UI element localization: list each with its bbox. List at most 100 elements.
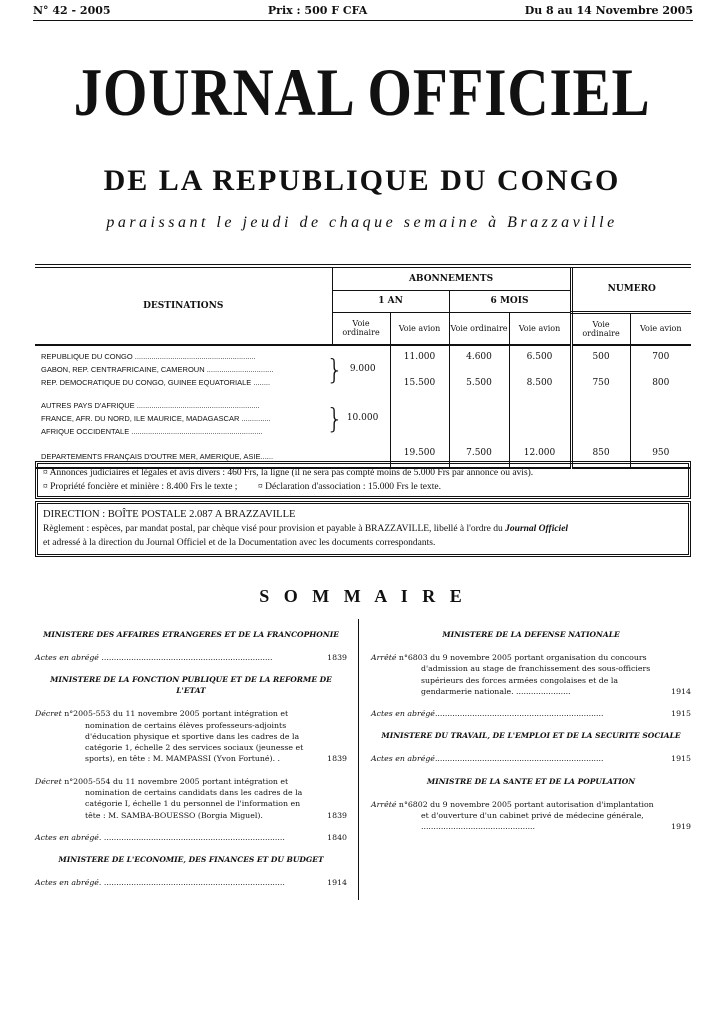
entry-type: Actes en abrégé. [35,832,102,842]
rate-value: 10.000 [346,413,379,423]
issue-header: N° 42 - 2005 Prix : 500 F CFA Du 8 au 14… [33,4,693,21]
lower-section: ¤ Annonces judiciaires et légales et avi… [35,461,691,900]
entry-page: 1840 [327,832,347,842]
destination-line: REPUBLIQUE DU CONGO ....................… [41,352,256,361]
declaration-rate: ¤ Déclaration d'association : 15.000 Frs… [258,482,441,492]
entry-page: 1839 [327,810,347,820]
destination-line: DEPARTEMENTS FRANÇAIS D'OUTRE MER, AMERI… [41,452,274,461]
rate-cell: 4.600 5.500 7.500 [448,345,509,468]
entry-type: Actes en abrégé. [35,878,102,888]
sommaire-heading: S O M M A I R E [259,586,467,606]
entry-page: 1914 [327,878,347,888]
entry-type: Décret [35,776,62,786]
journal-subtitle: DE LA REPUBLIQUE DU CONGO [103,164,621,197]
rate-cell: 700 800 950 [629,345,692,468]
entry-text: Arrêté n°6802 du 9 novembre 2005 portant… [371,799,661,833]
entry-page: 1839 [327,653,347,662]
entry-page: 1915 [671,754,691,764]
sommaire-entry[interactable]: Actes en abrégé ........................… [35,652,347,663]
entry-text: Actes en abrégé. .......................… [35,877,317,888]
entry-text: Décret n°2005-554 du 11 novembre 2005 po… [35,776,317,821]
ministry-heading: MINISTERE DE LA FONCTION PUBLIQUE ET DE … [50,675,332,696]
sommaire-entry[interactable]: Actes en abrégé. .......................… [35,877,347,888]
sommaire-columns: MINISTERE DES AFFAIRES ETRANGERES ET DE … [35,619,691,900]
sommaire-entry[interactable]: Actes en abrégé.........................… [371,708,691,719]
entry-type: Arrêté [371,653,397,662]
sommaire-right-column: MINISTERE DE LA DEFENSE NATIONALE Arrêté … [358,619,691,900]
annonces-rate: ¤ Annonces judiciaires et légales et avi… [43,468,534,478]
entry-description: ........................................… [101,878,285,888]
six-months-header: 6 MOIS [448,290,572,313]
announcement-rates-box: ¤ Annonces judiciaires et légales et avi… [35,461,691,499]
propriete-rate: ¤ Propriété foncière et minière : 8.400 … [43,482,238,492]
entry-page: 1914 [671,686,691,696]
entry-description: n°2005-553 du 11 novembre 2005 portant i… [61,709,304,764]
brace-icon: } [326,401,344,435]
issue-price: Prix : 500 F CFA [267,4,368,17]
destinations-header: DESTINATIONS [35,266,332,346]
col-header: Voie avion [389,312,449,345]
entry-description: ........................................… [434,709,604,719]
col-header: Voie avion [508,312,572,345]
brace-icon: } [326,352,344,386]
entry-page: 1915 [671,709,691,719]
rate-cell: 500 750 850 [569,345,631,468]
col-header: Voie ordinaire [448,312,509,345]
col-header: Voie ordinaire [331,312,390,345]
entry-description: n°2005-554 du 11 novembre 2005 portant i… [61,776,303,820]
destination-line: AFRIQUE OCCIDENTALE ....................… [41,427,263,436]
ministry-heading: MINISTERE DE L'ECONOMIE, DES FINANCES ET… [58,855,324,865]
entry-text: Actes en abrégé. .......................… [35,832,317,843]
ministry-heading: MINISTERE DE LA DEFENSE NATIONALE [442,630,620,639]
numero-header: NUMERO [569,266,692,314]
rate-cell: 11.000 15.500 19.500 [389,345,449,468]
sommaire-entry[interactable]: Décret n°2005-554 du 11 novembre 2005 po… [35,776,347,821]
entry-description: ........................................… [98,653,273,662]
ministry-heading: MINISTERE DU TRAVAIL, DE L'EMPLOI ET DE … [381,731,681,741]
rate-cell: 6.500 8.500 12.000 [508,345,572,468]
sommaire-entry[interactable]: Arrêté n°6802 du 9 novembre 2005 portant… [371,799,691,833]
entry-text: Actes en abrégé.........................… [371,708,661,719]
sommaire-left-column: MINISTERE DES AFFAIRES ETRANGERES ET DE … [35,619,347,900]
ministry-heading: MINISTERE DES AFFAIRES ETRANGERES ET DE … [43,630,339,639]
abonnements-header: ABONNEMENTS [331,266,572,291]
rate-value: 9.000 [349,364,376,374]
issue-date: Du 8 au 14 Novembre 2005 [524,4,693,17]
journal-title: JOURNAL OFFICIEL [73,54,651,130]
col-header: Voie avion [629,312,692,345]
destination-line: REP. DEMOCRATIQUE DU CONGO, GUINEE EQUAT… [41,378,271,387]
sommaire-entry[interactable]: Décret n°2005-553 du 11 novembre 2005 po… [35,708,347,764]
entry-description: ........................................… [434,754,604,764]
payment-terms: Règlement : espèces, par mandat postal, … [43,524,503,534]
ministry-heading: MINISTRE DE LA SANTE ET DE LA POPULATION [426,776,636,786]
entry-type: Actes en abrégé [35,653,99,662]
destination-line: GABON, REP. CENTRAFRICAINE, CAMEROUN ...… [41,365,274,374]
journal-tagline: paraissant le jeudi de chaque semaine à … [106,214,618,231]
table-row: REPUBLIQUE DU CONGO ....................… [35,345,390,468]
entry-text: Décret n°2005-553 du 11 novembre 2005 po… [35,708,317,764]
entry-type: Actes en abrégé [371,754,435,764]
direction-box: DIRECTION : BOÎTE POSTALE 2.087 A BRAZZA… [35,501,691,557]
sommaire-entry[interactable]: Actes en abrégé.........................… [371,753,691,764]
one-year-header: 1 AN [331,290,449,313]
entry-description: n°6803 du 9 novembre 2005 portant organi… [396,653,651,696]
entry-type: Décret [35,709,62,719]
entry-type: Actes en abrégé [371,709,435,719]
entry-description: ........................................… [101,832,285,842]
sommaire-entry[interactable]: Actes en abrégé. .......................… [35,832,347,843]
issue-number: N° 42 - 2005 [33,4,111,17]
destination-line: FRANCE, AFR. DU NORD, ILE MAURICE, MADAG… [41,414,271,423]
entry-page: 1839 [327,754,347,764]
entry-text: Actes en abrégé.........................… [371,753,661,764]
entry-description: n°6802 du 9 novembre 2005 portant autori… [396,799,654,832]
entry-page: 1919 [671,822,691,832]
direction-address: DIRECTION : BOÎTE POSTALE 2.087 A BRAZZA… [43,509,296,520]
entry-text: Actes en abrégé ........................… [35,652,317,663]
col-header: Voie ordinaire [569,312,631,345]
destination-line: AUTRES PAYS D'AFRIQUE ..................… [41,401,260,410]
payment-terms-end: et adressé à la direction du Journal Off… [43,538,436,548]
entry-text: Arrêté n°6803 du 9 novembre 2005 portant… [371,652,661,697]
subscription-rates-table: DESTINATIONS ABONNEMENTS NUMERO 1 AN 6 M… [35,264,692,469]
entry-type: Arrêté [371,799,397,809]
sommaire-entry[interactable]: Arrêté n°6803 du 9 novembre 2005 portant… [371,652,691,697]
